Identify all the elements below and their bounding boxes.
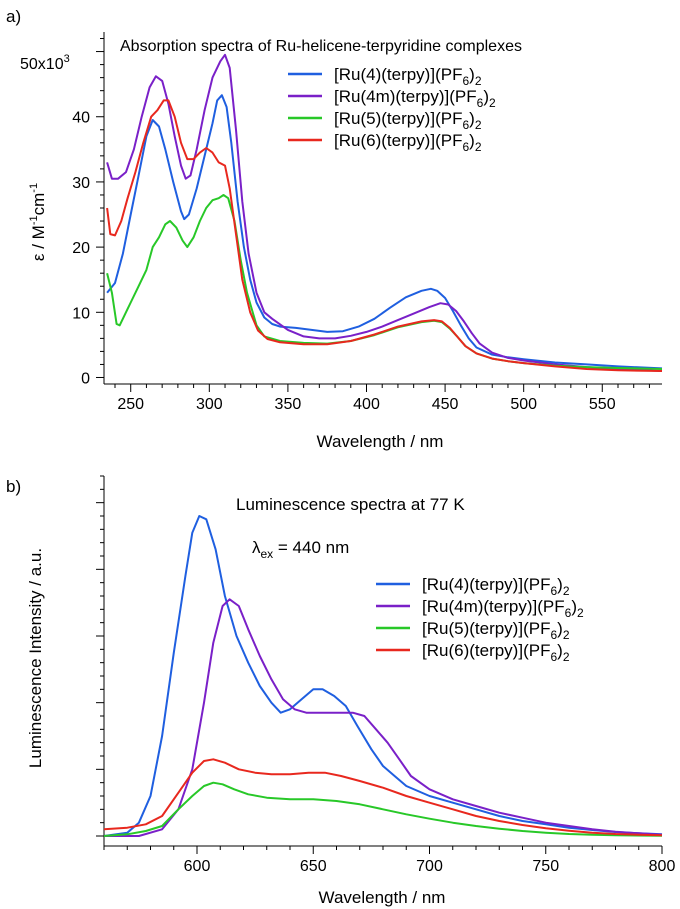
panel-b-ylabel: Luminescence Intensity / a.u. <box>26 548 45 768</box>
panel-b-ticks: 600 650 700 750 800 <box>96 475 676 875</box>
panel-a-label: a) <box>6 7 21 26</box>
x-tick-label: 350 <box>275 396 302 413</box>
series-line-b-0 <box>103 515 663 837</box>
y-tick-label: 0 <box>81 370 90 387</box>
panel-a-series <box>106 53 663 372</box>
luminescence-chart: b) 600 650 700 750 800 Luminescence spectra … <box>6 475 676 907</box>
panel-a-title: Absorption spectra of Ru-helicene-terpyr… <box>120 38 522 55</box>
y-tick-label: 30 <box>72 175 90 192</box>
series-line-a-0 <box>106 94 663 370</box>
legend-entry: [Ru(4)(terpy)](PF6)2 <box>422 575 570 598</box>
x-tick-label: 300 <box>196 396 223 413</box>
panel-a-ticks: 250 300 350 400 450 500 550 0 10 20 30 40 <box>72 38 650 413</box>
series-line-a-3 <box>106 99 663 372</box>
x-tick-label: 500 <box>510 396 537 413</box>
panel-a-ylabel: ε / M-1cm-1 <box>28 183 48 261</box>
legend-entry: [Ru(6)(terpy)](PF6)2 <box>334 131 482 154</box>
x-tick-label: 450 <box>432 396 459 413</box>
x-tick-label: 650 <box>300 858 327 875</box>
series-line-b-1 <box>104 598 663 837</box>
legend-entry: [Ru(5)(terpy)](PF6)2 <box>334 109 482 132</box>
panel-b-axes <box>103 476 662 847</box>
x-tick-label: 800 <box>649 858 676 875</box>
legend-entry: [Ru(6)(terpy)](PF6)2 <box>422 641 570 664</box>
panel-a-legend: [Ru(4)(terpy)](PF6)2[Ru(4m)(terpy)](PF6)… <box>288 65 496 154</box>
legend-entry: [Ru(4m)(terpy)](PF6)2 <box>334 87 496 110</box>
panel-a-ytop-label: 50x103 <box>20 53 70 73</box>
legend-entry: [Ru(4)(terpy)](PF6)2 <box>334 65 482 88</box>
y-tick-label: 20 <box>72 240 90 257</box>
series-line-a-1 <box>106 53 663 372</box>
x-tick-label: 400 <box>353 396 380 413</box>
x-tick-label: 600 <box>184 858 211 875</box>
series-line-b-2 <box>103 781 663 837</box>
panel-b-title: Luminescence spectra at 77 K <box>236 495 465 514</box>
series-line-b-3 <box>103 758 663 837</box>
x-tick-label: 750 <box>532 858 559 875</box>
x-tick-label: 250 <box>117 396 144 413</box>
y-tick-label: 40 <box>72 110 90 127</box>
legend-entry: [Ru(5)(terpy)](PF6)2 <box>422 619 570 642</box>
absorption-chart: a) 250 300 350 400 450 500 550 0 10 20 30 40 Absorp… <box>6 7 663 451</box>
panel-b-legend: [Ru(4)(terpy)](PF6)2[Ru(4m)(terpy)](PF6)… <box>376 575 584 664</box>
panel-b-annotation: λex = 440 nm <box>252 538 349 561</box>
legend-entry: [Ru(4m)(terpy)](PF6)2 <box>422 597 584 620</box>
panel-a-xlabel: Wavelength / nm <box>317 432 444 451</box>
x-tick-label: 550 <box>589 396 616 413</box>
y-tick-label: 10 <box>72 305 90 322</box>
x-tick-label: 700 <box>416 858 443 875</box>
series-line-a-2 <box>106 194 663 370</box>
panel-b-label: b) <box>6 477 21 496</box>
panel-b-series <box>103 515 663 837</box>
panel-b-xlabel: Wavelength / nm <box>319 888 446 907</box>
